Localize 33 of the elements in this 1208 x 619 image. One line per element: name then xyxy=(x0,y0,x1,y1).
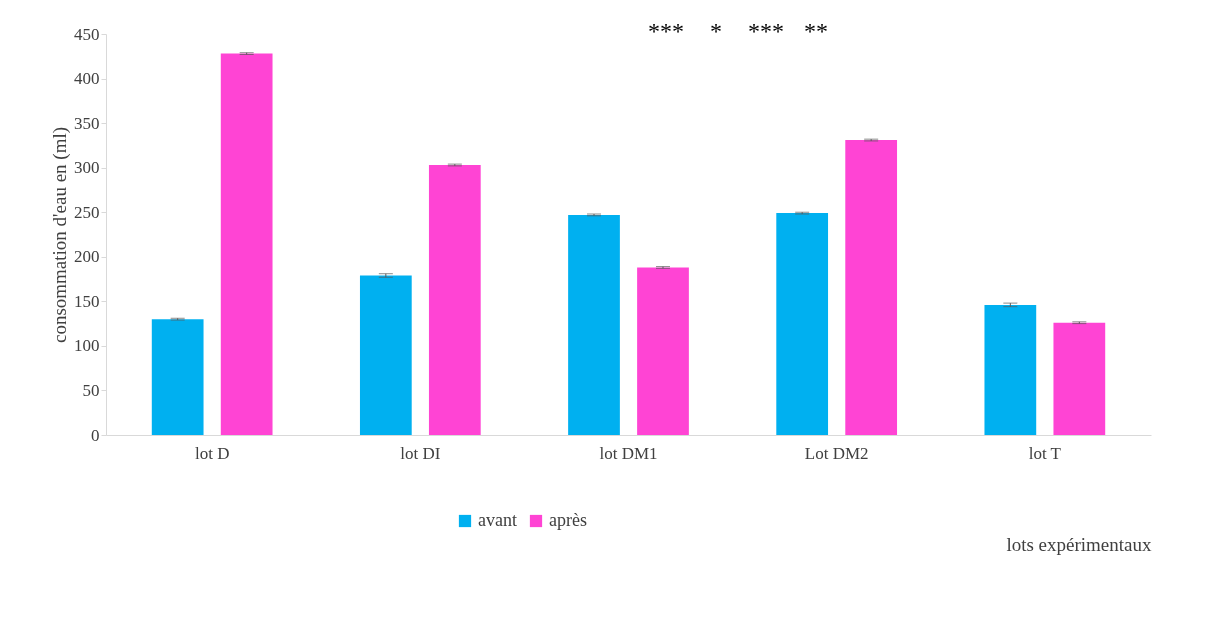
y-axis-title: consommation d'eau en (ml) xyxy=(49,126,71,344)
x-tick-label: lot D xyxy=(194,443,230,463)
annotation: ** xyxy=(804,18,828,44)
x-tick-label: lot T xyxy=(1028,443,1062,463)
y-tick-label: 200 xyxy=(74,247,100,267)
bar xyxy=(220,53,273,435)
bar xyxy=(568,214,620,435)
x-tick-label: Lot DM2 xyxy=(804,443,869,463)
legend-label: après xyxy=(549,510,587,530)
annotation: *** xyxy=(748,18,784,44)
bar xyxy=(845,140,898,435)
bar xyxy=(1053,322,1106,435)
annotation: *** xyxy=(648,18,684,44)
bar xyxy=(776,213,829,435)
x-axis-title: lots expérimentaux xyxy=(1006,533,1152,555)
annotation: * xyxy=(710,18,722,44)
y-tick-label: 0 xyxy=(91,425,100,445)
legend-label: avant xyxy=(478,510,517,530)
x-tick-label: lot DI xyxy=(400,443,441,463)
bar xyxy=(359,275,412,435)
bar xyxy=(637,267,689,435)
y-tick-label: 50 xyxy=(82,380,100,400)
y-tick-label: 150 xyxy=(74,291,100,311)
bar xyxy=(151,319,204,435)
y-tick-label: 300 xyxy=(74,158,100,178)
y-tick-label: 400 xyxy=(74,69,100,89)
bar xyxy=(984,304,1037,435)
y-tick-label: 450 xyxy=(74,24,100,44)
x-tick-label: lot DM1 xyxy=(599,443,658,463)
bar xyxy=(428,164,481,435)
y-tick-label: 350 xyxy=(74,113,100,133)
y-tick-label: 100 xyxy=(74,336,100,356)
y-tick-label: 250 xyxy=(74,202,100,222)
